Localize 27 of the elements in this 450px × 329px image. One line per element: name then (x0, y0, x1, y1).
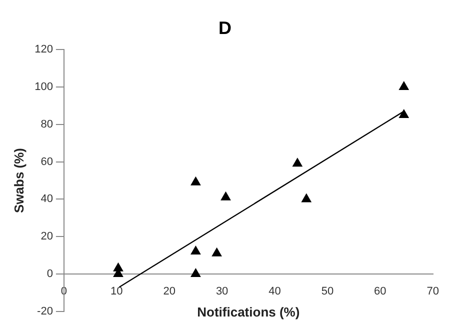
y-tick-label: 120 (34, 44, 53, 56)
x-tick-label: 70 (426, 286, 440, 298)
point (190, 176, 201, 186)
y-tick-label: 0 (46, 268, 53, 280)
x-axis-title: Notifications (%) (197, 304, 300, 320)
x-tick-label: 20 (163, 286, 176, 298)
point (399, 110, 409, 118)
x-tick-label: 50 (321, 286, 334, 298)
point (190, 268, 201, 277)
point (212, 248, 222, 256)
y-tick-label: 60 (40, 156, 53, 168)
point (220, 192, 231, 200)
y-tick-label: 80 (40, 118, 53, 130)
y-axis-title: Swabs (%) (11, 148, 26, 214)
y-tick-label: -20 (37, 305, 53, 318)
y-tick-label: 20 (40, 230, 53, 243)
point (302, 194, 312, 202)
x-tick-label: 60 (374, 286, 386, 298)
point (190, 246, 201, 255)
point (399, 82, 409, 90)
chart-title: D (218, 18, 232, 38)
x-tick-label: 10 (110, 286, 123, 298)
point (292, 158, 302, 167)
y-tick-label: 100 (34, 81, 53, 94)
x-tick-label: 40 (268, 286, 281, 298)
x-tick-label: 30 (216, 286, 228, 298)
y-tick-label: 40 (40, 193, 53, 206)
